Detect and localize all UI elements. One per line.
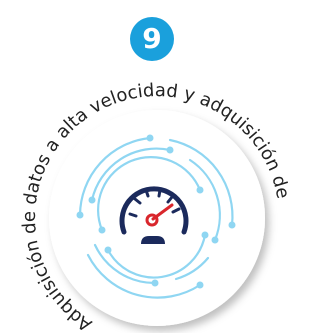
infographic: Adquisición de datos a alta velocidad y … xyxy=(0,0,294,333)
badge-number: 9 xyxy=(142,22,161,55)
